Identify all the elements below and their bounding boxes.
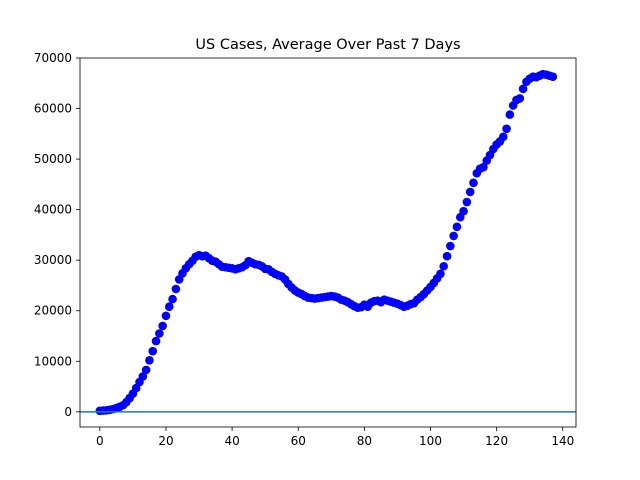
x-tick-label: 120	[485, 434, 508, 448]
x-tick-label: 60	[291, 434, 306, 448]
data-point	[505, 110, 515, 119]
y-tick-label: 60000	[34, 102, 72, 116]
y-tick-label: 30000	[34, 253, 72, 267]
data-point	[459, 206, 468, 216]
data-point	[171, 284, 181, 294]
y-tick-label: 10000	[34, 354, 72, 368]
data-point	[518, 84, 528, 94]
y-tick-label: 40000	[34, 203, 72, 217]
data-point	[436, 269, 445, 279]
data-point	[548, 72, 558, 81]
data-point	[155, 329, 164, 338]
data-point	[141, 365, 151, 375]
data-point	[148, 346, 158, 356]
x-tick-label: 80	[357, 434, 372, 448]
data-point	[452, 222, 462, 232]
axes-frame	[79, 57, 577, 428]
data-point	[462, 197, 472, 207]
data-point	[498, 132, 508, 142]
x-tick-label: 40	[224, 434, 239, 448]
x-tick-label: 20	[158, 434, 173, 448]
y-tick-label: 20000	[34, 304, 72, 318]
data-point	[502, 124, 511, 134]
data-point	[138, 372, 148, 381]
plot-layer	[95, 69, 558, 416]
data-point	[442, 251, 452, 261]
y-tick-label: 70000	[34, 51, 72, 65]
data-point	[158, 321, 167, 331]
data-point	[479, 162, 488, 172]
data-point	[465, 187, 475, 197]
data-point	[439, 261, 449, 271]
x-tick-label: 100	[419, 434, 442, 448]
data-point	[151, 336, 161, 346]
data-point	[168, 294, 177, 304]
data-point	[145, 355, 154, 365]
data-point	[164, 302, 174, 312]
data-point	[515, 94, 525, 103]
data-point	[161, 311, 171, 321]
axes-layer: 0 20 40 60 80 100 120 140 0 10000 20000 30000 40000 5…	[34, 51, 577, 448]
x-tick-label: 0	[96, 434, 104, 448]
y-tick-label: 0	[64, 405, 72, 419]
data-point	[469, 178, 478, 188]
data-point	[446, 241, 455, 251]
y-tick-label: 50000	[34, 152, 72, 166]
data-point	[449, 231, 458, 241]
chart-title: US Cases, Average Over Past 7 Days	[195, 37, 460, 53]
x-tick-label: 140	[551, 434, 574, 448]
